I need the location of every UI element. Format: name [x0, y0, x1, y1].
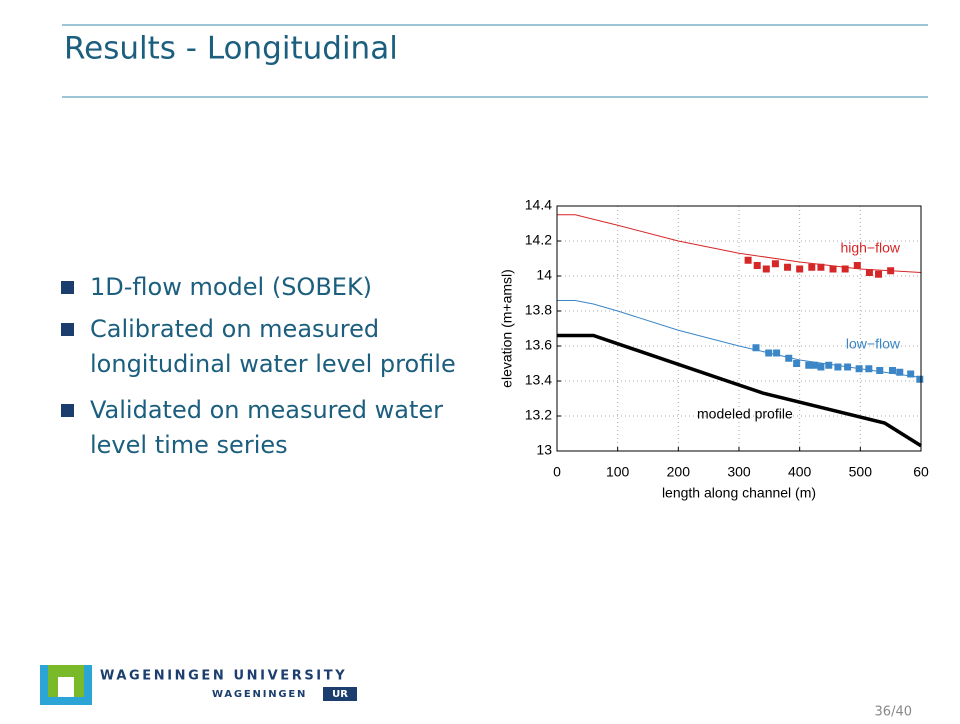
y-tick-label: 14.4	[525, 197, 552, 213]
data-point	[841, 265, 849, 273]
bullet-text: Validated on measured water	[90, 396, 443, 424]
data-point	[834, 363, 842, 371]
x-tick-label: 300	[727, 464, 751, 480]
y-tick-label: 13.8	[525, 302, 552, 318]
data-point	[817, 363, 825, 371]
x-tick-label: 500	[849, 464, 873, 480]
data-point	[865, 269, 873, 276]
data-point	[875, 270, 883, 278]
x-tick-label: 200	[667, 464, 691, 480]
data-point	[844, 363, 852, 371]
bullet-list: 1D-flow model (SOBEK) Calibrated on measu…	[61, 273, 456, 459]
data-point	[771, 260, 779, 268]
logo: WAGENINGEN UNIVERSITY WAGENINGEN UR	[40, 665, 357, 705]
data-point	[796, 265, 804, 273]
x-tick-label: 0	[553, 464, 561, 480]
data-point	[865, 365, 873, 373]
bullet-marker	[61, 323, 74, 336]
data-point	[752, 344, 760, 352]
data-point	[887, 267, 895, 275]
data-point	[817, 263, 825, 271]
chart: 0 100 200 300 400 500 60 13 13.2 13.4 13.6 13.8 14 14…	[499, 197, 929, 501]
y-tick-label: 13.4	[525, 372, 552, 388]
data-point	[876, 367, 884, 374]
bullet-text: longitudinal water level profile	[90, 350, 456, 378]
data-point	[765, 349, 773, 357]
annotation: modeled profile	[697, 406, 793, 422]
data-point	[805, 361, 813, 369]
ur-left: WAGENINGEN	[212, 689, 307, 700]
y-tick-label: 13.2	[525, 407, 552, 423]
university-name: WAGENINGEN UNIVERSITY	[100, 669, 347, 684]
data-point	[762, 265, 770, 273]
data-point	[793, 360, 801, 367]
series-line	[557, 333, 922, 448]
y-tick-label: 14.2	[525, 232, 552, 248]
x-tick-label: 400	[788, 464, 812, 480]
data-point	[784, 263, 792, 271]
x-axis-label: length along channel (m)	[662, 485, 816, 501]
y-tick-label: 13	[536, 442, 552, 458]
bullet-text: level time series	[90, 431, 288, 459]
data-point	[811, 361, 819, 369]
y-tick-label: 14	[536, 267, 552, 283]
annotation: low−flow	[846, 336, 901, 352]
data-point	[744, 256, 752, 264]
y-axis-label: elevation (m+amsl)	[499, 269, 515, 388]
data-point	[808, 263, 816, 271]
x-tick-label: 60	[913, 464, 929, 480]
data-point	[888, 367, 896, 374]
y-tick-label: 13.6	[525, 337, 552, 353]
data-point	[855, 365, 863, 373]
bullet-marker	[61, 281, 74, 294]
ur-right: UR	[332, 689, 348, 700]
ur-box	[323, 687, 357, 701]
data-point	[907, 370, 915, 378]
bullet-text: Calibrated on measured	[90, 315, 379, 343]
data-point	[785, 354, 793, 362]
bullet-marker	[61, 404, 74, 417]
data-point	[773, 349, 781, 357]
data-point	[829, 265, 837, 273]
data-point	[896, 368, 904, 376]
logo-door	[58, 677, 74, 697]
page-number: 36/40	[875, 705, 912, 720]
slide-title: Results - Longitudinal	[64, 31, 398, 67]
x-tick-label: 100	[606, 464, 630, 480]
data-point	[753, 262, 761, 269]
series-line	[557, 214, 922, 273]
data-point	[916, 375, 924, 383]
annotation: high−flow	[840, 240, 900, 256]
plot-frame	[556, 205, 922, 452]
bullet-text: 1D-flow model (SOBEK)	[90, 273, 372, 301]
data-point	[853, 262, 861, 269]
data-point	[825, 361, 833, 369]
